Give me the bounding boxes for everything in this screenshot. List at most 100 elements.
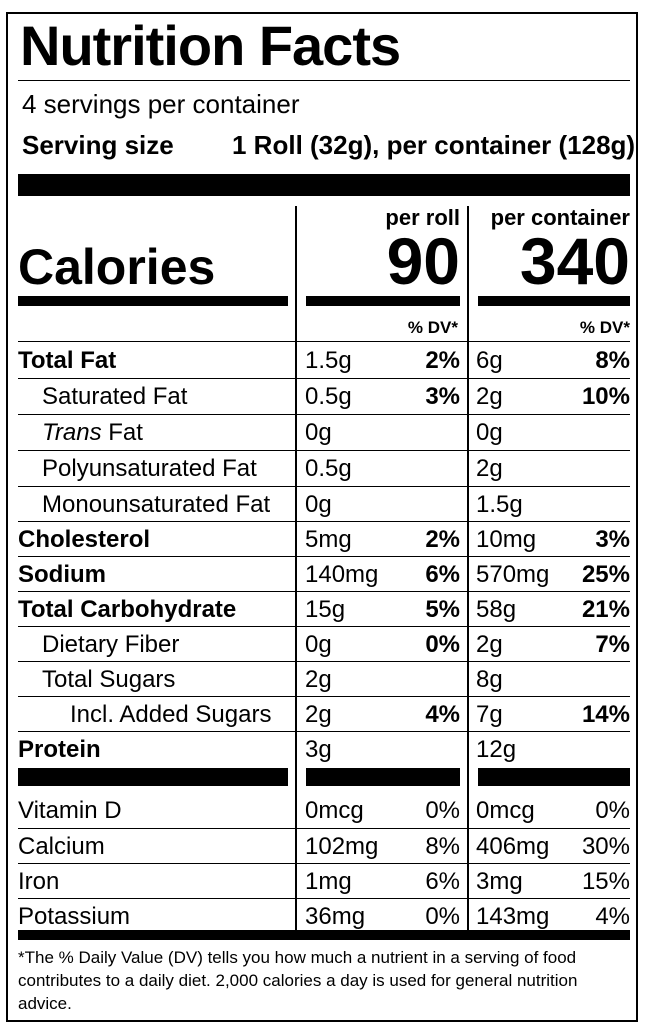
amount-per-roll: 102mg	[305, 833, 379, 860]
column-divider-right	[467, 206, 469, 930]
nutrient-name: Monounsaturated Fat	[42, 491, 271, 518]
amount-per-container: 6g	[476, 347, 503, 374]
nutrient-name: Total Sugars	[42, 666, 176, 693]
amount-per-container: 2g	[476, 631, 503, 658]
amount-per-container: 2g	[476, 455, 503, 482]
dv-per-container: 8%	[595, 347, 630, 374]
row-divider	[18, 898, 630, 899]
amount-per-roll: 15g	[305, 596, 346, 623]
nutrient-name: Cholesterol	[18, 526, 151, 553]
dv-header-roll: % DV*	[407, 318, 458, 337]
nutrient-name: Total Fat	[18, 347, 117, 374]
amount-per-roll: 2g	[305, 701, 332, 728]
amount-per-container: 2g	[476, 383, 503, 410]
calories-per-roll: 90	[386, 224, 460, 298]
nutrient-row-protein: Protein 3g 12g	[18, 732, 630, 767]
amount-per-roll: 0g	[305, 491, 332, 518]
thick-divider-right	[478, 768, 630, 786]
label-title: Nutrition Facts	[20, 14, 401, 77]
row-divider	[18, 828, 630, 829]
row-divider	[18, 486, 630, 487]
nutrient-name: Polyunsaturated Fat	[42, 455, 257, 482]
amount-per-container: 12g	[476, 736, 517, 763]
calories-bar-right	[478, 296, 630, 306]
nutrient-name: Protein	[18, 736, 101, 763]
dv-per-roll: 4%	[425, 701, 460, 728]
dv-per-container: 14%	[581, 701, 630, 728]
amount-per-roll: 3g	[305, 736, 332, 763]
nutrient-row-total-carbohydrate: Total Carbohydrate 15g 5% 58g 21%	[18, 592, 630, 627]
nutrient-row-trans-fat: Trans Fat 0g 0g	[18, 415, 630, 450]
dv-per-container: 15%	[581, 868, 630, 895]
dv-per-roll: 0%	[425, 631, 460, 658]
dv-per-roll: 6%	[425, 561, 460, 588]
dv-per-roll: 6%	[425, 868, 460, 895]
row-divider	[18, 414, 630, 415]
nutrient-row-total-sugars: Total Sugars 2g 8g	[18, 662, 630, 697]
amount-per-container: 143mg	[476, 903, 550, 930]
amount-per-roll: 36mg	[305, 903, 366, 930]
amount-per-roll: 0g	[305, 631, 332, 658]
amount-per-container: 570mg	[476, 561, 550, 588]
nutrient-name: Total Carbohydrate	[18, 596, 237, 623]
row-divider	[18, 591, 630, 592]
dv-per-roll: 8%	[425, 833, 460, 860]
row-divider	[18, 696, 630, 697]
vitamin-name: Vitamin D	[18, 797, 122, 824]
amount-per-roll: 0mcg	[305, 797, 364, 824]
nutrient-name: Saturated Fat	[42, 383, 188, 410]
dv-per-container: 4%	[595, 903, 630, 930]
amount-per-container: 10mg	[476, 526, 537, 553]
row-divider	[18, 378, 630, 379]
amount-per-container: 0mcg	[476, 797, 535, 824]
amount-per-container: 0g	[476, 419, 503, 446]
dv-per-container: 0%	[595, 797, 630, 824]
nutrient-name-rest: Fat	[101, 419, 143, 446]
row-divider	[18, 661, 630, 662]
nutrient-row-added-sugars: Incl. Added Sugars 2g 4% 7g 14%	[18, 697, 630, 732]
serving-size-value: 1 Roll (32g), per container (128g)	[232, 130, 636, 160]
amount-per-roll: 1.5g	[305, 347, 352, 374]
nutrient-row-polyunsaturated-fat: Polyunsaturated Fat 0.5g 2g	[18, 451, 630, 486]
calories-label: Calories	[18, 239, 216, 295]
row-divider	[18, 341, 630, 342]
calories-per-container: 340	[519, 224, 630, 298]
amount-per-roll: 2g	[305, 666, 332, 693]
nutrient-row-monounsaturated-fat: Monounsaturated Fat 0g 1.5g	[18, 487, 630, 522]
amount-per-container: 8g	[476, 666, 503, 693]
amount-per-roll: 0.5g	[305, 455, 352, 482]
vitamin-row-vitamin-d: Vitamin D 0mcg 0% 0mcg 0%	[18, 793, 630, 828]
serving-size-label: Serving size	[22, 130, 174, 160]
dv-per-roll: 0%	[425, 797, 460, 824]
dv-per-roll: 0%	[425, 903, 460, 930]
nutrient-name: Sodium	[18, 561, 106, 588]
amount-per-container: 3mg	[476, 868, 523, 895]
nutrient-row-sodium: Sodium 140mg 6% 570mg 25%	[18, 557, 630, 592]
row-divider	[18, 521, 630, 522]
dv-per-container: 3%	[595, 526, 630, 553]
row-divider	[18, 626, 630, 627]
amount-per-roll: 140mg	[305, 561, 379, 588]
nutrient-name: Dietary Fiber	[42, 631, 180, 658]
dv-per-container: 30%	[581, 833, 630, 860]
title-divider	[18, 80, 630, 81]
dv-per-roll: 2%	[425, 526, 460, 553]
vitamin-name: Potassium	[18, 903, 131, 930]
dv-per-container: 10%	[581, 383, 630, 410]
dv-per-container: 21%	[581, 596, 630, 623]
vitamin-row-iron: Iron 1mg 6% 3mg 15%	[18, 864, 630, 899]
amount-per-roll: 0g	[305, 419, 332, 446]
nutrient-name: Trans Fat	[42, 419, 143, 447]
dv-per-roll: 2%	[425, 347, 460, 374]
thick-divider-top	[18, 174, 630, 196]
row-divider	[18, 556, 630, 557]
amount-per-roll: 1mg	[305, 868, 352, 895]
vitamin-row-calcium: Calcium 102mg 8% 406mg 30%	[18, 829, 630, 864]
dv-footnote: *The % Daily Value (DV) tells you how mu…	[18, 948, 578, 1013]
column-divider-left	[295, 206, 297, 930]
amount-per-container: 406mg	[476, 833, 550, 860]
thick-divider-mid	[306, 768, 460, 786]
dv-per-roll: 3%	[425, 383, 460, 410]
amount-per-roll: 5mg	[305, 526, 352, 553]
dv-per-container: 25%	[581, 561, 630, 588]
